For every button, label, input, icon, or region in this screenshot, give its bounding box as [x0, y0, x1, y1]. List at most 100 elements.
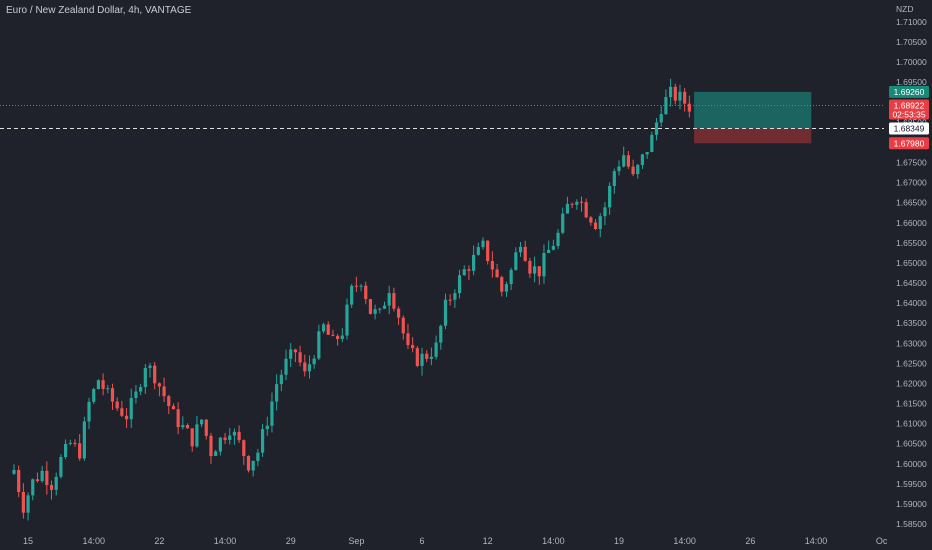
y-tick-label: 1.63000 [896, 338, 927, 348]
candle-body [256, 452, 260, 461]
countdown-label: 02:53:35 [892, 109, 925, 119]
y-tick-label: 1.67500 [896, 158, 927, 168]
y-tick-label: 1.71000 [896, 17, 927, 27]
entry-price-badge-bg [889, 122, 929, 135]
candle-body [387, 293, 391, 306]
candle-body [429, 356, 434, 359]
candle-body [532, 266, 537, 274]
y-tick-label: 1.69500 [896, 77, 927, 87]
candle-body [260, 429, 265, 453]
candle-body [584, 202, 588, 218]
y-tick-label: 1.61500 [896, 399, 927, 409]
y-tick-label: 1.66000 [896, 218, 927, 228]
candle-body [340, 335, 344, 340]
candle-body [59, 456, 63, 477]
position-stop-zone [694, 128, 812, 144]
candle-body [476, 247, 480, 255]
candle-body [181, 425, 185, 428]
candle-body [467, 269, 471, 271]
candle-body [561, 213, 565, 233]
candle-body [664, 97, 668, 115]
candle-body [265, 425, 269, 430]
candle-body [96, 380, 101, 390]
candle-body [284, 358, 288, 375]
candle-body [298, 352, 302, 363]
candle-body [12, 469, 16, 474]
candle-body [279, 374, 283, 385]
candle-body [92, 389, 96, 402]
candle-body [640, 154, 645, 165]
candle-body [345, 304, 349, 336]
candle-body [439, 325, 443, 343]
candle-body [401, 317, 405, 334]
candle-body [87, 401, 91, 422]
candle-body [204, 419, 208, 436]
y-tick-label: 1.61000 [896, 419, 927, 429]
candle-body [359, 285, 363, 287]
y-tick-label: 1.64000 [896, 298, 927, 308]
candle-body [157, 383, 161, 387]
candle-body [303, 362, 307, 372]
candle-body [608, 185, 612, 208]
candle-body [223, 437, 227, 440]
last-price-badge: 1.68922 [894, 100, 925, 110]
target-price-badge-bg [889, 85, 929, 98]
candle-body [148, 365, 152, 368]
candle-body [242, 440, 246, 456]
candle-body [678, 91, 682, 101]
x-tick-label: 14:00 [542, 536, 565, 546]
x-tick-label: 14:00 [805, 536, 828, 546]
candle-body [312, 358, 316, 365]
candle-body [26, 495, 30, 513]
candle-body [622, 155, 626, 167]
candle-body [626, 155, 630, 167]
y-tick-label: 1.59500 [896, 479, 927, 489]
candle-body [354, 285, 358, 287]
candle-body [420, 353, 424, 366]
candle-body [617, 166, 621, 172]
candle-body [462, 269, 466, 276]
candle-body [654, 122, 659, 135]
y-tick-label: 1.67000 [896, 178, 927, 188]
candle-body [143, 367, 147, 388]
x-tick-label: 26 [745, 536, 755, 546]
candle-body [612, 171, 616, 186]
candle-body [589, 217, 593, 223]
candle-body [228, 435, 232, 440]
candle-body [336, 335, 340, 340]
y-tick-label: 1.70000 [896, 57, 927, 67]
candle-body [392, 293, 396, 309]
candle-body [659, 114, 663, 123]
candle-body [237, 431, 241, 441]
candle-body [54, 476, 58, 490]
y-tick-label: 1.66500 [896, 198, 927, 208]
candle-body [373, 309, 377, 314]
candle-body [364, 285, 368, 300]
y-tick-label: 1.70500 [896, 37, 927, 47]
y-tick-label: 1.62500 [896, 358, 927, 368]
candle-body [378, 308, 382, 310]
candle-body [31, 479, 35, 496]
candle-body [406, 333, 410, 346]
candle-body [500, 277, 504, 292]
candle-body [106, 388, 110, 390]
candle-body [683, 91, 687, 104]
x-tick-label: 14:00 [82, 536, 105, 546]
candle-body [171, 406, 176, 410]
candle-body [636, 164, 640, 175]
x-tick-label: 22 [154, 536, 164, 546]
candle-body [78, 443, 82, 459]
candle-body [124, 415, 129, 420]
candle-body [570, 203, 574, 205]
candle-body [176, 409, 180, 428]
candle-body [565, 203, 570, 214]
candle-body [542, 253, 546, 277]
candle-body [232, 431, 237, 436]
candle-body [368, 299, 373, 314]
candle-body [185, 425, 190, 429]
entry-price-badge: 1.68349 [894, 123, 925, 133]
currency-label: NZD [896, 4, 913, 14]
candle-body [448, 299, 452, 301]
candle-body [669, 86, 673, 98]
